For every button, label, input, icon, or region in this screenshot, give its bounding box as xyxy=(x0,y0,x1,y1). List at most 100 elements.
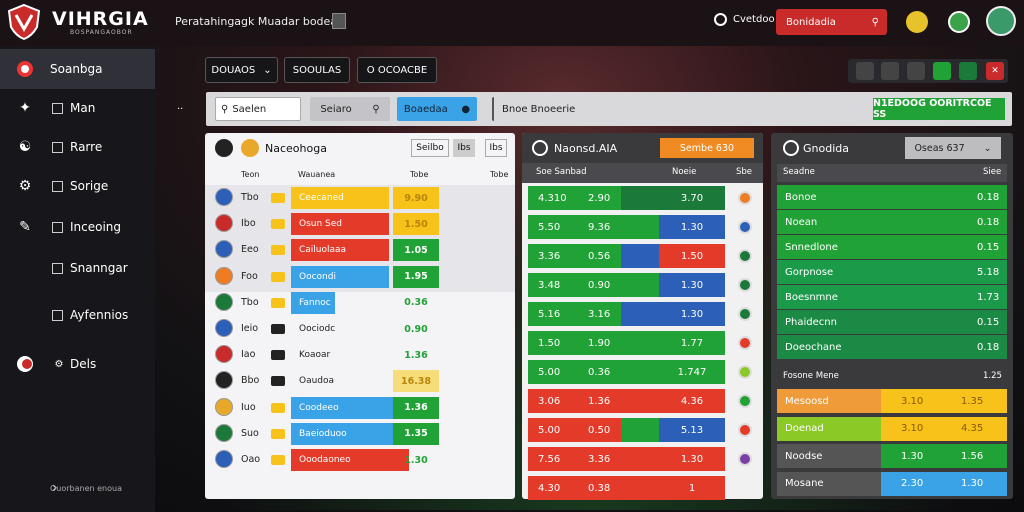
market-value[interactable]: 0.15 xyxy=(977,316,1000,328)
sidebar-item-man[interactable]: ✦ Man xyxy=(0,88,155,128)
odds-row[interactable]: 1.50 1.90 1.77 xyxy=(522,330,763,357)
odds-cell-b[interactable]: 0.56 xyxy=(588,250,611,262)
top-search-button[interactable]: Bonidadia ⚲ xyxy=(776,9,887,35)
odds-row[interactable]: 3.06 1.36 4.36 xyxy=(522,388,763,415)
market-mid-value[interactable]: 3.10 xyxy=(881,389,1007,413)
dots-icon[interactable]: ·· xyxy=(177,104,184,115)
table-row[interactable]: Tbo Ceecaned 9.90 xyxy=(205,185,515,213)
odds-cell-b[interactable]: 0.90 xyxy=(588,279,611,291)
odds-cell-b[interactable]: 1.36 xyxy=(588,395,611,407)
sidebar-item-snanngar[interactable]: Snanngar xyxy=(0,248,155,288)
checkbox[interactable] xyxy=(52,309,63,321)
odds-cell-c[interactable]: 5.13 xyxy=(659,418,725,442)
header-button-2[interactable]: Ibs xyxy=(453,139,475,157)
table-row[interactable]: Oao Ooodaoneo 1.30 xyxy=(205,447,515,475)
market-row[interactable]: Noodse 1.30 1.56 xyxy=(771,444,1013,470)
table-row[interactable]: Iao Koaoar 1.36 xyxy=(205,342,515,370)
toolbar-button-1[interactable]: Seiaro ⚲ xyxy=(310,97,390,121)
odds-row[interactable]: 3.48 0.90 1.30 xyxy=(522,272,763,299)
odds-cell-b[interactable]: 1.90 xyxy=(588,337,611,349)
checkbox[interactable] xyxy=(52,141,63,153)
market-value[interactable]: 1.30 xyxy=(961,478,984,489)
market-value[interactable]: 0.15 xyxy=(977,241,1000,253)
odds-row[interactable]: 4.30 0.38 1 xyxy=(522,475,763,502)
filter-dropdown-1[interactable]: DOUAOS ⌄ xyxy=(205,57,278,83)
market-mid-value[interactable]: 3.10 xyxy=(881,416,1007,441)
table-row[interactable]: Bbo Oaudoa 16.38 xyxy=(205,368,515,396)
market-row[interactable]: Snnedlone 0.15 xyxy=(771,235,1013,259)
market-value[interactable]: 1.35 xyxy=(961,395,984,407)
checkbox[interactable] xyxy=(52,262,63,274)
market-value[interactable]: 0.18 xyxy=(977,191,1000,203)
sidebar-item-rarre[interactable]: ☯ Rarre xyxy=(0,127,155,167)
market-row[interactable]: Mesoosd 3.10 1.35 xyxy=(771,389,1013,415)
odds-cell-b[interactable]: 2.90 xyxy=(588,192,611,204)
filter-dropdown-2[interactable]: SOOULAS xyxy=(284,57,350,83)
odds-cell-c[interactable]: 1.77 xyxy=(659,331,725,355)
primary-action-button[interactable]: N1EDOOG OORITRCOE SS xyxy=(873,98,1005,120)
odds-cell-b[interactable]: 0.36 xyxy=(588,366,611,378)
odds-cell-c[interactable]: 1.50 xyxy=(659,244,725,268)
sidebar-item-dels[interactable]: ⚙ Dels xyxy=(0,344,155,384)
odds-cell-c[interactable]: 4.36 xyxy=(659,389,725,413)
help-link[interactable]: Cvetdoo xyxy=(714,13,775,26)
odds-cell-c[interactable]: 1.747 xyxy=(659,360,725,384)
green-view-icon[interactable] xyxy=(933,62,951,80)
toolbar-button-2[interactable]: Boaedaa ● xyxy=(397,97,477,121)
table-row[interactable]: Ieio Oociodc 0.90 xyxy=(205,316,515,344)
sidebar-item-ayfennios[interactable]: Ayfennios xyxy=(0,295,155,335)
settings-icon[interactable] xyxy=(907,62,925,80)
market-mid-value[interactable]: 1.30 xyxy=(881,444,1007,468)
odds-cell-c[interactable]: 3.70 xyxy=(659,186,725,210)
market-row[interactable]: Noean 0.18 xyxy=(771,210,1013,234)
market-row[interactable]: Doeochane 0.18 xyxy=(771,335,1013,359)
breadcrumb-menu-button[interactable] xyxy=(332,13,346,29)
odds-cell-c[interactable]: 1.30 xyxy=(659,215,725,239)
odds-row[interactable]: 5.00 0.36 1.747 xyxy=(522,359,763,386)
share-icon[interactable] xyxy=(959,62,977,80)
odds-cell-c[interactable]: 1 xyxy=(659,476,725,500)
table-row[interactable]: Tbo Fannoc 0.36 xyxy=(205,290,515,318)
list-view-icon[interactable] xyxy=(881,62,899,80)
panel-button[interactable]: Oseas 637 ⌄ xyxy=(905,137,1001,159)
table-row[interactable]: Ibo Osun Sed 1.50 xyxy=(205,211,515,240)
market-row[interactable]: Boesnmne 1.73 xyxy=(771,285,1013,309)
odds-cell-c[interactable]: 1.30 xyxy=(659,273,725,297)
odds-cell-b[interactable]: 0.38 xyxy=(588,482,611,494)
market-value[interactable]: 5.18 xyxy=(977,266,1000,278)
odds-row[interactable]: 5.50 9.36 1.30 xyxy=(522,214,763,241)
odds-row[interactable]: 5.00 0.50 5.13 xyxy=(522,417,763,444)
odds-cell-b[interactable]: 0.50 xyxy=(588,424,611,436)
market-value[interactable]: 0.18 xyxy=(977,216,1000,228)
collapse-arrow-icon[interactable]: › xyxy=(52,480,58,496)
odds-cell-b[interactable]: 3.16 xyxy=(588,308,611,320)
sidebar-item-inceoing[interactable]: ✎ Inceoing xyxy=(0,207,155,247)
odds-row[interactable]: 7.56 3.36 1.30 xyxy=(522,446,763,473)
odds-row[interactable]: 3.36 0.56 1.50 xyxy=(522,243,763,270)
odds-cell-c[interactable]: 1.30 xyxy=(659,447,725,471)
search-input[interactable]: ⚲ Saelen xyxy=(215,97,301,121)
header-button-1[interactable]: Seilbo xyxy=(411,139,449,157)
market-mid-value[interactable]: 2.30 xyxy=(881,471,1007,496)
sidebar-item-soanbga[interactable]: Soanbga xyxy=(0,49,155,89)
badge-button[interactable]: Sembe 630 xyxy=(660,138,754,158)
odds-row[interactable]: 4.310 2.90 3.70 xyxy=(522,185,763,212)
odds-cell-c[interactable]: 1.30 xyxy=(659,302,725,326)
market-row[interactable]: Gorpnose 5.18 xyxy=(771,260,1013,284)
trophy-icon[interactable] xyxy=(906,11,928,33)
market-value[interactable]: 1.56 xyxy=(961,450,984,462)
table-row[interactable]: Suo Baeioduoo 1.35 xyxy=(205,421,515,449)
odds-row[interactable]: 5.16 3.16 1.30 xyxy=(522,301,763,328)
market-value[interactable]: 1.73 xyxy=(977,291,1000,303)
grid-view-icon[interactable] xyxy=(856,62,874,80)
avatar[interactable] xyxy=(986,6,1016,36)
close-icon[interactable]: ✕ xyxy=(986,62,1004,80)
market-row[interactable]: Phaidecnn 0.15 xyxy=(771,310,1013,334)
header-button-3[interactable]: Ibs xyxy=(485,139,507,157)
table-row[interactable]: Iuo Coodeeo 1.36 xyxy=(205,395,515,423)
market-row[interactable]: Mosane 2.30 1.30 xyxy=(771,471,1013,498)
sidebar-item-sorige[interactable]: ⚙ Sorige xyxy=(0,166,155,206)
odds-cell-b[interactable]: 3.36 xyxy=(588,453,611,465)
filter-dropdown-3[interactable]: O OCOACBE xyxy=(357,57,437,83)
table-row[interactable]: Foo Oocondi 1.95 xyxy=(205,263,515,292)
